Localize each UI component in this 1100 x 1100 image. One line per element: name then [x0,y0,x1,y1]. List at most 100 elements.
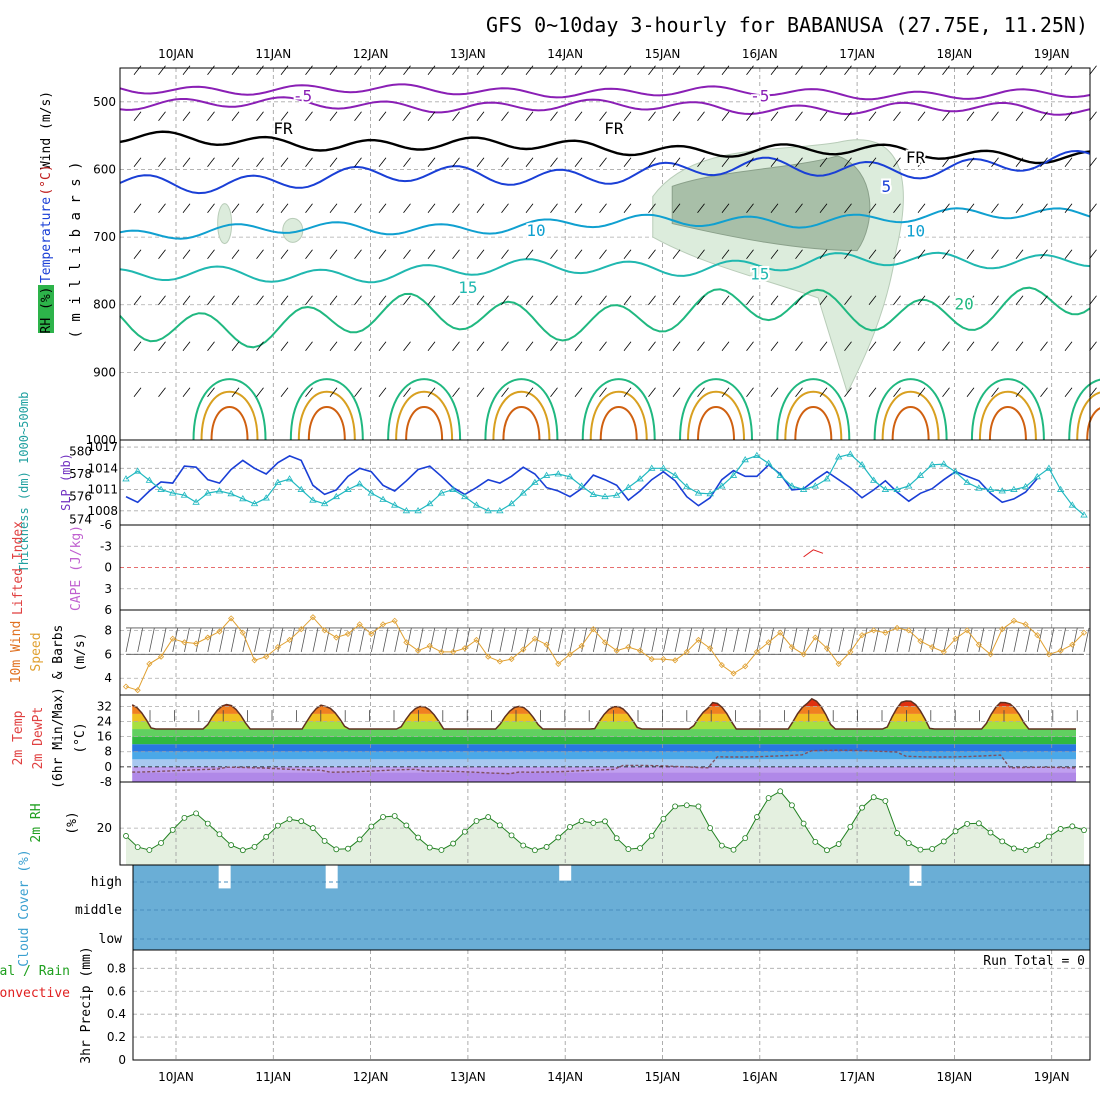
slp-tick-label: 1011 [87,483,118,497]
wind-barb [378,203,387,213]
wind-barb [942,387,950,397]
wind-speed-marker [707,645,714,652]
wind-barb [746,65,754,76]
wind-barb [501,295,509,305]
wind-barb [476,249,485,259]
temp-bands [132,698,1077,782]
wind-barb [354,203,362,213]
wind-barb [207,111,215,122]
wind-barb [501,157,509,167]
surface-wind-barb [709,627,716,652]
rh-marker [543,844,550,850]
wind-barb [599,295,607,305]
date-label-bottom: 17JAN [839,1070,875,1084]
rh-marker [753,814,760,820]
wind-speed-marker [718,662,725,669]
rh-marker [964,820,971,827]
wind-barb [1064,341,1073,351]
wind-barb [648,111,656,122]
rh-marker [660,815,667,822]
temp-unit-label: (°C) [39,164,54,195]
slp-marker [250,499,259,507]
surface-wind-barb [639,627,646,652]
slp-marker [215,487,224,494]
surface-wind-barb [616,627,623,652]
wind-speed-marker [321,627,328,634]
slp-marker [1056,485,1065,492]
date-label-top: 14JAN [547,47,583,61]
date-label-top: 19JAN [1034,47,1070,61]
wind-barb [697,295,705,305]
wind-barb [550,387,558,397]
surface-isotherm [873,378,948,441]
temp-band [132,713,1077,722]
wind-barb [329,295,338,305]
wind-barb [623,203,632,213]
surface-wind-barb [125,627,132,652]
dewpoint-axis-label: 2m DewPt [31,707,46,770]
surface-isotherm [970,378,1045,441]
surface-wind-barb [499,627,506,652]
wind-tick-label: 4 [104,671,112,685]
wind-barb [452,295,460,305]
wind-barb [231,387,240,397]
wind-barb [991,65,999,76]
surface-wind-barb [452,627,459,652]
wind-barb [623,295,632,305]
wind-barb [942,249,950,259]
wind-barb [746,341,754,351]
pressure-tick-label: 600 [93,162,116,176]
li-tick-label: -3 [100,539,112,553]
wind-barb [991,341,999,351]
wind-barb [231,65,240,76]
wind-speed-marker [660,656,667,663]
surface-wind-barb [849,627,856,652]
run-total-label: Run Total = 0 [983,954,1085,969]
surface-wind-barb [382,627,389,652]
lifted-index-panel: -6 -3 0 3 6 Lifted Index CAPE (J/kg) [11,518,1091,617]
wind-barb [427,341,436,351]
wind-barb [819,111,828,122]
cloud-level-label: high [91,875,122,890]
wind-barb [354,249,362,259]
wind-speed-marker [964,627,971,634]
surface-wind-barb [546,627,552,652]
wind-barb [1015,65,1024,76]
date-label-bottom: 18JAN [937,1070,973,1084]
isotherm-line [119,83,1091,101]
wind-barb [574,157,583,167]
wind-barb [599,111,607,122]
rh-marker [123,833,129,839]
slp-marker [297,485,305,492]
surface-wind-barb [744,627,751,652]
surface-wind-barb [686,627,693,652]
wind-speed-marker [181,639,188,646]
wind-barb [1064,249,1073,259]
li-tick-label: 0 [104,561,112,575]
date-label-bottom: 10JAN [158,1070,194,1084]
wind-barb [917,157,926,167]
cape-axis-label: CAPE (J/kg) [69,525,84,611]
wind-barb [378,65,387,76]
wind-barb [893,111,901,122]
rh-marker [204,820,211,827]
slp-marker [776,471,784,478]
wind-barb [746,111,754,122]
slp-marker [391,501,399,508]
wind-barb [158,341,166,351]
date-label-top: 18JAN [937,47,973,61]
surface-wind-barb [978,627,985,652]
wind-speed-marker [286,636,293,643]
cloud-gap [218,865,231,889]
wind-barb [599,249,607,259]
slp-marker [554,470,562,477]
rh-axis-label: 2m RH [29,803,44,842]
surface-wind-barb [1071,627,1078,652]
wind-barb [427,249,436,259]
cloud-gap [909,865,922,886]
wind-speed-marker [858,632,866,639]
slp-marker [484,507,492,514]
surface-wind-barb [1083,627,1090,652]
slp-marker [332,492,340,500]
